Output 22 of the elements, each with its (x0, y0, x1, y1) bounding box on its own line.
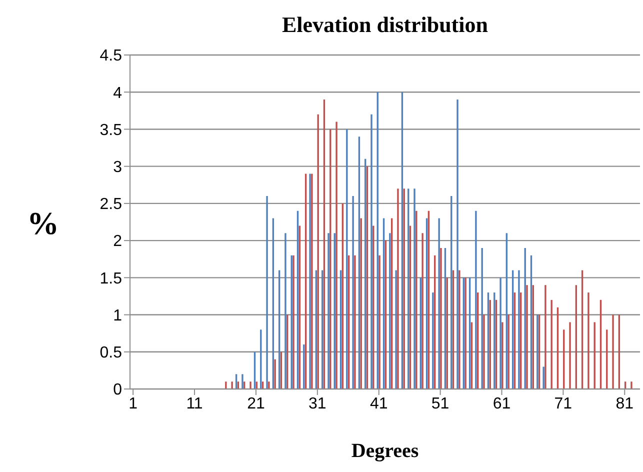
y-tick-label: 0.5 (100, 344, 122, 362)
x-tick-label: 51 (431, 395, 450, 412)
x-tick-label: 21 (247, 395, 265, 412)
x-tick-label: 61 (492, 395, 511, 412)
y-tick-label: 4 (113, 84, 122, 102)
chart-title: Elevation distribution (281, 12, 489, 38)
y-tick-label: 2 (113, 233, 122, 250)
x-axis-title: Degrees (350, 440, 420, 463)
x-tick-label: 41 (370, 395, 388, 412)
y-tick-label: 3 (113, 159, 122, 176)
y-tick-label: 4.5 (100, 48, 122, 65)
y-tick-label: 0 (113, 382, 122, 399)
y-tick-label: 3.5 (100, 122, 122, 139)
y-axis-title: % (26, 205, 60, 242)
y-tick-label: 2.5 (100, 196, 122, 214)
x-tick-label: 11 (186, 395, 203, 412)
y-tick-label: 1.5 (100, 270, 122, 288)
y-tick-label: 1 (113, 307, 122, 324)
x-tick-label: 81 (616, 395, 634, 412)
x-tick-label: 1 (128, 395, 138, 412)
x-tick-label: 71 (554, 395, 572, 412)
x-tick-label: 31 (308, 395, 326, 412)
